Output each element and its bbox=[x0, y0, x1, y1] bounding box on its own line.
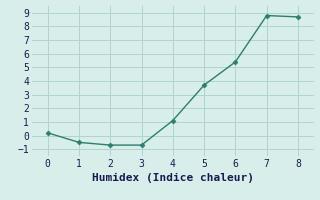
X-axis label: Humidex (Indice chaleur): Humidex (Indice chaleur) bbox=[92, 173, 254, 183]
